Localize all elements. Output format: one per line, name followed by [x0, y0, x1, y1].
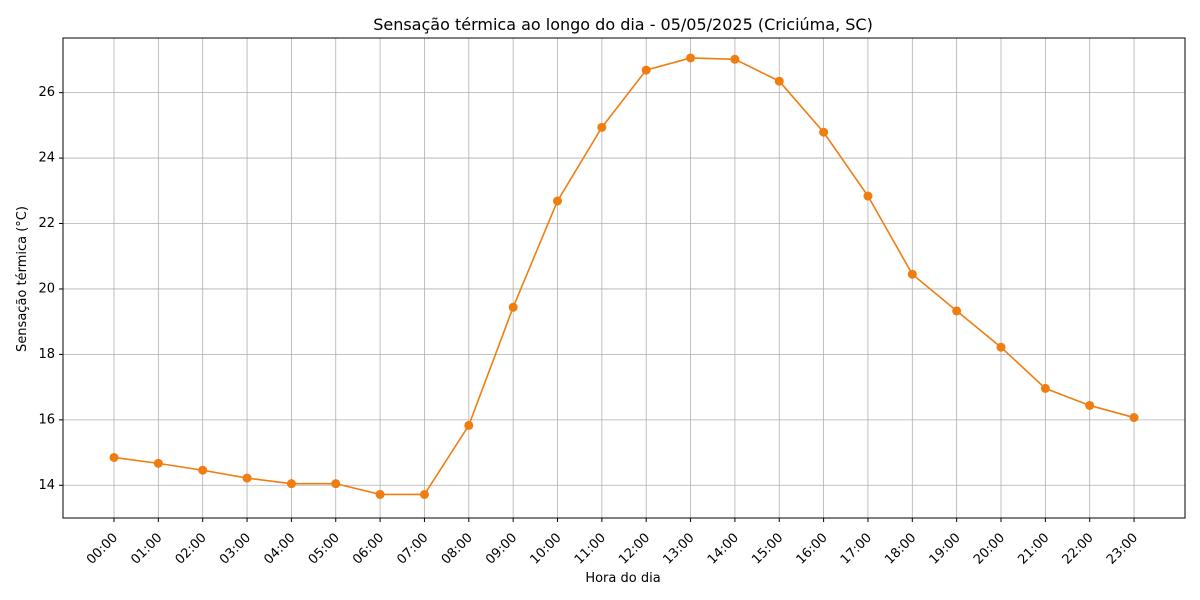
data-point [730, 54, 740, 64]
series-line [109, 53, 1139, 499]
y-tick-label: 16 [38, 412, 55, 427]
y-tick-label: 14 [38, 478, 55, 493]
y-tick-label: 24 [38, 151, 55, 166]
data-point [153, 458, 163, 468]
plot-area-frame [62, 37, 1186, 519]
data-point [907, 269, 917, 279]
data-point [242, 473, 252, 483]
data-point [553, 196, 562, 206]
data-point [419, 489, 429, 499]
data-point [641, 65, 651, 75]
data-point [1129, 413, 1139, 423]
data-point [286, 479, 296, 489]
data-point [198, 465, 208, 475]
x-axis-label: Hora do dia [585, 571, 660, 586]
data-point [508, 302, 518, 312]
data-point [952, 306, 962, 316]
series-polyline [113, 57, 1135, 496]
data-point [686, 53, 696, 63]
data-point [863, 191, 873, 201]
grid [63, 38, 1185, 518]
data-point [1085, 400, 1095, 410]
y-tick-label: 22 [38, 216, 55, 231]
data-point [996, 342, 1006, 352]
y-axis-label: Sensação térmica (°C) [15, 206, 30, 352]
data-point [464, 420, 474, 430]
chart-title: Sensação térmica ao longo do dia - 05/05… [373, 15, 873, 34]
data-point [597, 122, 607, 132]
y-tick-label: 18 [38, 347, 55, 362]
y-axis-ticks: 14 16 18 20 22 24 26 [38, 85, 63, 493]
data-point [375, 489, 385, 499]
y-tick-label: 26 [38, 85, 55, 100]
data-point [109, 452, 119, 462]
data-point [331, 479, 341, 489]
data-point [774, 76, 784, 86]
y-tick-label: 20 [38, 281, 55, 296]
data-point [1040, 383, 1050, 393]
data-point [819, 127, 829, 137]
